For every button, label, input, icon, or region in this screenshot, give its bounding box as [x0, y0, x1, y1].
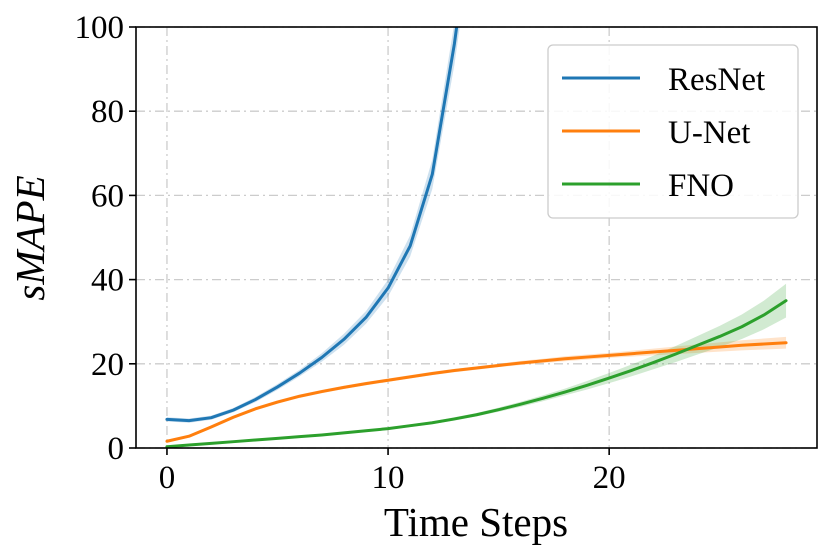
u-net-line — [165, 341, 788, 443]
resnet-line — [165, 27, 459, 423]
legend-label-resnet: ResNet — [668, 62, 765, 98]
y-tick-label-4: 80 — [91, 94, 124, 130]
legend: ResNet U-Net FNO — [547, 44, 799, 219]
plot-frame — [135, 26, 818, 449]
fno-line — [165, 299, 788, 448]
x-tick-label-1: 10 — [372, 460, 405, 496]
y-tick-label-2: 40 — [91, 263, 124, 299]
y-tick-label-1: 20 — [91, 347, 124, 383]
resnet-confidence-band — [166, 27, 460, 423]
x-tick-label-2: 20 — [593, 460, 626, 496]
fno-confidence-band — [166, 283, 787, 448]
y-tick-label-5: 100 — [75, 10, 125, 46]
y-axis-label: sMAPE — [7, 175, 53, 300]
y-tick-label-0: 0 — [108, 431, 125, 467]
legend-label-fno: FNO — [668, 168, 734, 204]
x-tick-label-0: 0 — [159, 460, 176, 496]
legend-label-u-net: U-Net — [668, 115, 750, 151]
legend-box — [547, 44, 799, 219]
y-tick-label-3: 60 — [91, 178, 124, 214]
series-lines — [165, 27, 788, 448]
axis-ticks: 0 10 20 0 20 40 60 80 100 — [75, 10, 626, 496]
x-axis-label: Time Steps — [384, 499, 568, 545]
